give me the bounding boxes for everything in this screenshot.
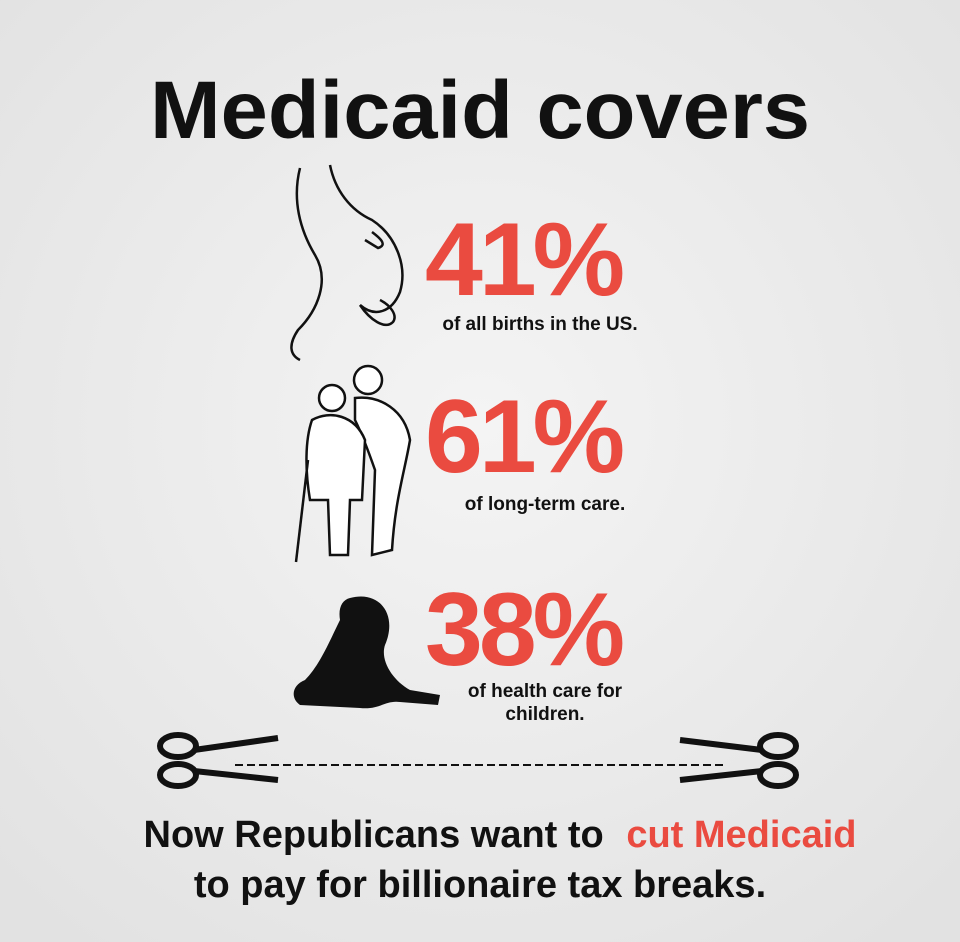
footer-text: Now Republicans want to	[144, 814, 604, 856]
stat-figure: 61%	[425, 379, 623, 495]
stat-caption: of health care for	[468, 681, 623, 702]
stat-caption: of long-term care.	[465, 494, 625, 515]
elderly-icon	[294, 364, 412, 563]
title: Medicaid covers	[150, 65, 810, 156]
pregnant-icon	[290, 164, 404, 362]
scissors-right	[679, 732, 799, 789]
stat-caption: of all births in the US.	[442, 314, 637, 335]
footer-line-1: Now Republicans want to cut Medicaid	[144, 814, 857, 856]
stats: 41%of all births in the US. 61%of long-te…	[425, 202, 638, 725]
stat-figure: 41%	[425, 202, 623, 318]
footer-highlight: cut Medicaid	[626, 814, 856, 856]
stat-figure: 38%	[425, 572, 623, 688]
scissors-left	[157, 732, 279, 789]
child-icon	[293, 596, 440, 709]
footer-line-2: to pay for billionaire tax breaks.	[194, 864, 766, 906]
stat-caption: children.	[505, 704, 584, 725]
